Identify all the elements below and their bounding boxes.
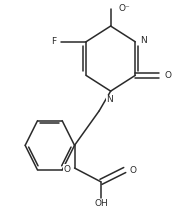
Text: F: F [51, 37, 56, 46]
Text: O⁻: O⁻ [118, 4, 130, 13]
Text: O: O [164, 71, 171, 80]
Text: N: N [140, 36, 147, 45]
Text: O: O [63, 164, 70, 173]
Text: O: O [130, 166, 137, 175]
Text: N: N [106, 95, 113, 104]
Text: OH: OH [94, 199, 108, 208]
